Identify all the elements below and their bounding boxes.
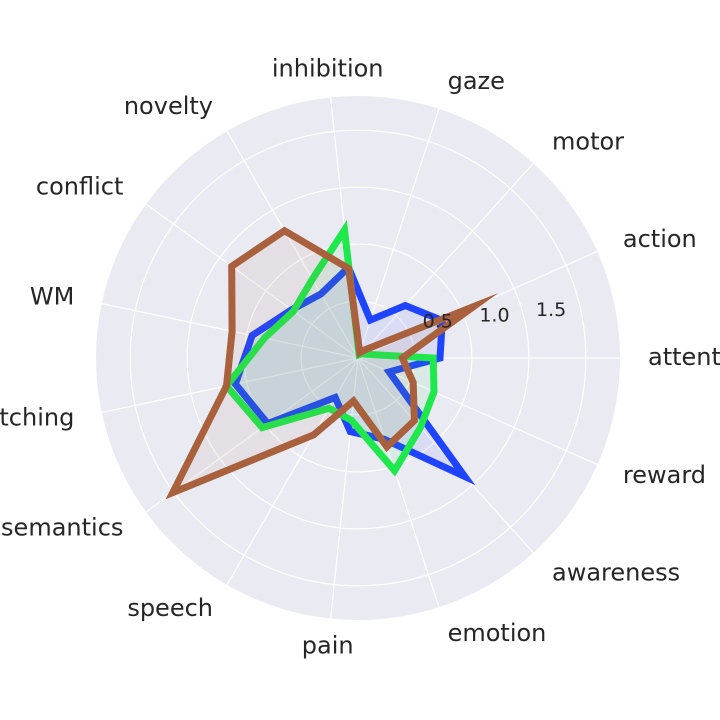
series-3-fill bbox=[172, 230, 474, 493]
category-label-wm: WM bbox=[30, 283, 74, 311]
radial-tick-label: 0.5 bbox=[423, 310, 453, 332]
grid-spoke bbox=[145, 203, 359, 359]
category-label-reward: reward bbox=[623, 461, 706, 489]
category-label-awareness: awareness bbox=[552, 559, 680, 587]
category-label-novelty: novelty bbox=[124, 92, 213, 120]
radial-tick-label: 1.0 bbox=[479, 305, 509, 327]
category-label-inhibition: inhibition bbox=[272, 55, 384, 83]
category-label-emotion: emotion bbox=[448, 619, 547, 647]
category-label-conflict: conflict bbox=[36, 173, 123, 201]
grid-spoke bbox=[357, 357, 440, 608]
category-label-attention: attention bbox=[648, 343, 720, 371]
category-label-switching: switching bbox=[0, 403, 74, 431]
series-group bbox=[165, 220, 499, 500]
category-label-motor: motor bbox=[552, 128, 624, 156]
radial-tick-label: 1.5 bbox=[536, 299, 566, 321]
grid-spoke bbox=[226, 130, 359, 359]
series-3-line bbox=[165, 226, 499, 500]
grid-spoke bbox=[357, 162, 534, 359]
series-2-fill bbox=[226, 230, 434, 471]
category-label-speech: speech bbox=[127, 594, 213, 622]
grid-spoke bbox=[357, 357, 598, 466]
category-label-semantics: semantics bbox=[1, 514, 123, 542]
category-labels: attention action motor gaze inhibition novelt… bbox=[0, 55, 720, 660]
category-label-gaze: gaze bbox=[448, 67, 505, 95]
category-label-action: action bbox=[623, 225, 697, 253]
category-label-pain: pain bbox=[302, 631, 354, 659]
radial-tick-labels: 0.5 1.0 1.5 bbox=[423, 299, 567, 332]
